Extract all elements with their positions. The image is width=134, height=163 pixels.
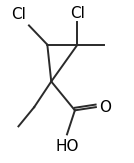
Text: Cl: Cl xyxy=(70,6,85,21)
Text: Cl: Cl xyxy=(11,7,26,22)
Text: HO: HO xyxy=(55,139,79,154)
Text: O: O xyxy=(99,100,111,115)
